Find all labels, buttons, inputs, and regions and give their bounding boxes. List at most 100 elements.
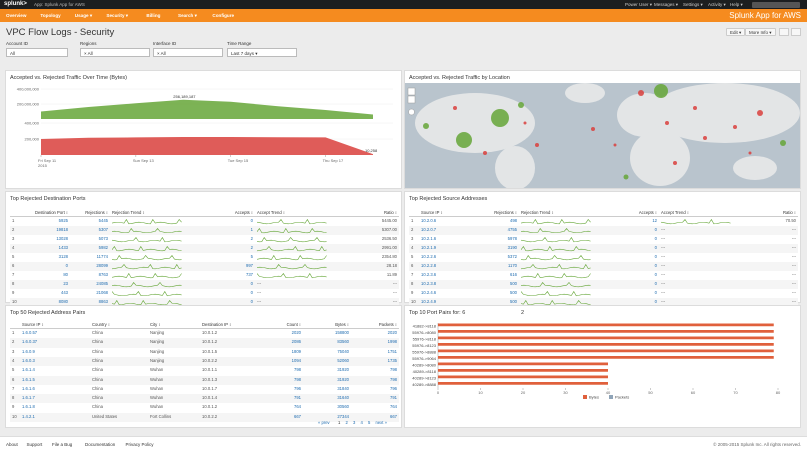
header-rule — [10, 216, 399, 217]
table-cell: Wuhan — [150, 367, 164, 373]
table-cell: 8763 — [98, 272, 108, 277]
row-stripe — [10, 280, 399, 289]
nav-item[interactable]: Topology — [40, 13, 61, 18]
top-menu[interactable]: Activity ▾ — [708, 2, 726, 7]
zoom-out[interactable] — [407, 95, 416, 104]
sparkline — [112, 246, 182, 252]
column-header[interactable]: Rejection Trend ↕ — [521, 210, 554, 215]
page-link[interactable]: 3 — [353, 420, 356, 425]
export-icon[interactable] — [779, 28, 789, 36]
footer-link[interactable]: Documentation — [85, 442, 116, 447]
map — [405, 83, 800, 188]
page-link[interactable]: 2 — [345, 420, 348, 425]
filter-input[interactable]: Last 7 days ▾ — [227, 48, 297, 57]
top-menu[interactable]: Help ▾ — [730, 2, 743, 7]
table-cell: China — [92, 367, 103, 373]
table-cell: Nanjing — [150, 339, 165, 345]
reset-view[interactable] — [408, 108, 415, 116]
top-menu[interactable]: Settings ▾ — [683, 2, 703, 7]
table-cell: 1.6.1.5 — [22, 376, 35, 382]
column-header[interactable]: Packets ↕ — [378, 322, 397, 327]
column-header[interactable]: Bytes ↕ — [335, 322, 349, 327]
column-header[interactable]: Count ↕ — [286, 322, 301, 327]
column-header[interactable]: Ratio ↕ — [782, 210, 796, 215]
nav-item[interactable]: Configure — [212, 13, 235, 18]
table-cell: 6 — [12, 263, 15, 268]
column-header[interactable]: Rejection Trend ↕ — [112, 210, 145, 215]
filter-input[interactable]: × All — [153, 48, 223, 57]
table-cell: 3 — [12, 236, 15, 241]
zoom-in[interactable] — [407, 87, 416, 96]
bar-chart: 0 10 20 30 40 50 60 70 8041882->811855976->80805… — [412, 323, 781, 400]
footer-link[interactable]: About — [6, 442, 18, 447]
trend-line — [112, 264, 182, 270]
table-cell: 4 — [12, 357, 15, 363]
table-cell: --- — [392, 281, 397, 286]
footer-link[interactable]: File a Bug — [52, 442, 73, 447]
nav-item[interactable]: Security ▾ — [106, 13, 129, 18]
table-cell: 5925 — [58, 218, 68, 223]
nav-item[interactable]: Usage ▾ — [74, 13, 93, 18]
row-stripe — [409, 226, 798, 235]
search-box[interactable] — [752, 1, 800, 8]
nav-item[interactable]: Billing — [146, 13, 161, 18]
page-link[interactable]: 5 — [368, 420, 371, 425]
bar — [438, 323, 774, 327]
page-link[interactable]: 1 — [338, 420, 341, 425]
top-menu[interactable]: Power User ▾ — [625, 2, 653, 7]
column-header[interactable]: Ratio ↕ — [383, 210, 397, 215]
nav-item[interactable]: Overview — [6, 13, 27, 18]
filter-input[interactable]: All — [6, 48, 68, 57]
table-cell: 2 — [250, 236, 253, 241]
value-label: 10,258 — [365, 148, 378, 153]
sparkline — [112, 264, 182, 270]
table-cell: 5 — [12, 254, 15, 259]
table-cell: China — [92, 404, 103, 410]
table-cell: --- — [791, 299, 796, 304]
column-header[interactable]: Accept Trend ↕ — [661, 210, 689, 215]
print-icon[interactable] — [791, 28, 801, 36]
page-link[interactable]: next » — [375, 420, 387, 425]
trend-cell — [519, 281, 599, 289]
column-header[interactable]: Accept Trend ↕ — [257, 210, 285, 215]
column-header[interactable]: City ↕ — [150, 322, 161, 327]
x-tick-label: 20 — [521, 390, 526, 395]
y-tick-label: 55976->9064 — [412, 356, 436, 361]
table-cell: --- — [791, 281, 796, 286]
nav-bar: Overview Topology Usage ▾ Security ▾ Billing… — [0, 9, 807, 22]
header-button[interactable]: Edit ▾ — [726, 28, 746, 36]
filter-label: Interface ID — [153, 41, 177, 46]
filter-input[interactable]: × All — [80, 48, 150, 57]
top-menu[interactable]: Messages ▾ — [654, 2, 679, 7]
filter-label: Account ID — [6, 41, 29, 46]
x-tick-label: Tue Sep 15 — [228, 158, 249, 163]
column-header[interactable]: Accepts ↕ — [234, 210, 253, 215]
trend-cell — [255, 263, 333, 271]
column-header[interactable]: Country ↕ — [92, 322, 110, 327]
map-bubble — [623, 174, 629, 180]
column-header[interactable]: Source IP ↕ — [421, 210, 443, 215]
sparkline — [521, 228, 591, 234]
column-header[interactable]: Accepts ↕ — [638, 210, 657, 215]
table-cell: 798 — [390, 376, 397, 382]
footer-link[interactable]: Privacy Policy — [125, 442, 154, 447]
column-header[interactable]: Destination Port ↕ — [34, 210, 68, 215]
trend-line — [521, 228, 591, 234]
header-button[interactable]: More Info ▾ — [745, 28, 776, 36]
column-header[interactable]: Destination IP ↕ — [202, 322, 232, 327]
page-link[interactable]: 4 — [360, 420, 363, 425]
page-title: VPC Flow Logs - Security — [6, 27, 115, 38]
nav-item[interactable]: Search ▾ — [178, 13, 197, 18]
column-header[interactable]: Rejections ↕ — [494, 210, 517, 215]
table-cell: Wuhan — [150, 395, 164, 401]
footer-link[interactable]: Support — [26, 442, 43, 447]
table-cell: --- — [392, 290, 397, 295]
column-header[interactable]: Rejections ↕ — [85, 210, 108, 215]
page-link[interactable]: « prev — [318, 420, 330, 425]
column-header[interactable]: Source IP ↕ — [22, 322, 44, 327]
map-bubble — [780, 140, 786, 146]
land — [733, 156, 777, 180]
table-cell: 10.0.1.2 — [202, 404, 218, 410]
map-bubble — [423, 123, 429, 129]
